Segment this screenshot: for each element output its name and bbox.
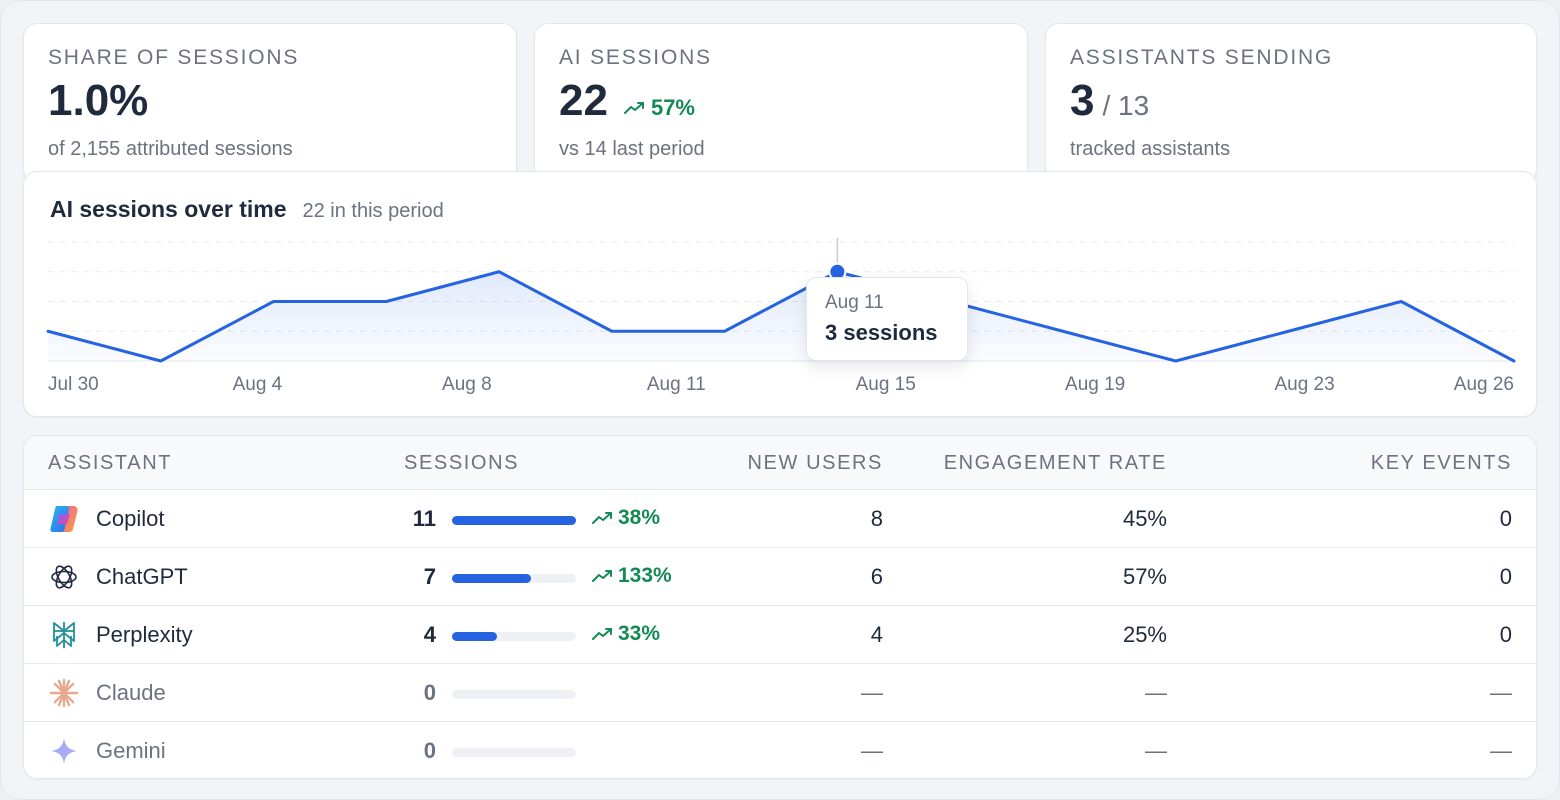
trend-up-badge: 38% (592, 506, 660, 530)
key-events-value: 0 (1499, 622, 1512, 647)
sessions-bar-fill (452, 574, 532, 583)
stat-denominator: / 13 (1102, 90, 1150, 121)
engagement-rate-value: 45% (1122, 506, 1167, 531)
trend-up-badge: 33% (592, 622, 660, 646)
trend-value: 57% (650, 95, 695, 120)
stat-label: SHARE OF SESSIONS (48, 46, 300, 69)
sessions-count: 0 (423, 680, 436, 705)
table-row[interactable]: Gemini 0 — — — (24, 722, 1536, 778)
column-header-new-users[interactable]: NEW USERS (747, 452, 883, 474)
series-line (46, 270, 1516, 363)
column-header-assistant[interactable]: ASSISTANT (48, 452, 173, 474)
trend-value: 133% (618, 564, 672, 587)
new-users-value: — (861, 680, 883, 705)
sessions-count: 11 (412, 506, 436, 531)
new-users-value: — (861, 738, 883, 763)
sessions-bar (452, 574, 576, 583)
assistants-sending-card: ASSISTANTS SENDING 3 / 13 tracked assist… (1045, 23, 1537, 183)
sessions-count: 7 (423, 564, 436, 589)
column-header-key-events[interactable]: KEY EVENTS (1370, 452, 1512, 474)
assistant-name: Perplexity (96, 622, 193, 647)
share-of-sessions-card: SHARE OF SESSIONS 1.0% of 2,155 attribut… (23, 23, 517, 183)
sessions-bar-fill (452, 516, 576, 525)
x-tick-label: Aug 26 (1454, 374, 1514, 395)
trend-value: 38% (618, 506, 661, 529)
trend-up-icon (623, 102, 644, 114)
assistant-name: Claude (96, 680, 166, 705)
perplexity-logo-icon (53, 622, 75, 648)
column-header-sessions[interactable]: SESSIONS (404, 452, 520, 474)
trend-value: 33% (618, 622, 661, 645)
ai-sessions-card: AI SESSIONS 22 57% vs 14 last period (534, 23, 1028, 183)
key-events-value: — (1490, 738, 1512, 763)
stat-subtext: vs 14 last period (559, 138, 705, 160)
x-tick-label: Aug 8 (442, 374, 492, 395)
sessions-bar (452, 748, 576, 757)
new-users-value: 4 (870, 622, 883, 647)
stat-label: ASSISTANTS SENDING (1070, 46, 1334, 69)
trend-up-icon (592, 570, 612, 582)
stat-value: 3 (1070, 76, 1095, 125)
sessions-count: 0 (423, 738, 436, 763)
x-tick-label: Jul 30 (48, 374, 99, 395)
new-users-value: 8 (870, 506, 883, 531)
table-header: ASSISTANT SESSIONS NEW USERS ENGAGEMENT … (24, 436, 1536, 490)
key-events-value: 0 (1499, 506, 1512, 531)
assistant-name: Copilot (96, 506, 165, 531)
engagement-rate-value: — (1145, 738, 1167, 763)
sessions-line-chart[interactable]: Jul 30 Aug 4 Aug 8 Aug 11 Aug 15 Aug 19 Aug 23… (24, 172, 1538, 418)
table-row[interactable]: Copilot 11 38% 8 45% 0 (24, 490, 1536, 548)
stat-label: AI SESSIONS (559, 46, 712, 69)
trend-up-icon (592, 628, 612, 640)
sessions-bar (452, 632, 576, 641)
sessions-bar (452, 516, 576, 525)
x-tick-label: Aug 19 (1065, 374, 1125, 395)
sessions-chart-card: AI sessions over time 22 in this period … (23, 171, 1537, 417)
engagement-rate-value: 25% (1122, 622, 1167, 647)
engagement-rate-value: 57% (1122, 564, 1167, 589)
copilot-logo-icon (50, 506, 78, 532)
key-events-value: — (1490, 680, 1512, 705)
chatgpt-logo-icon (51, 565, 77, 589)
sessions-bar (452, 690, 576, 699)
sessions-count: 4 (423, 622, 436, 647)
assistant-name: ChatGPT (96, 564, 188, 589)
assistant-name: Gemini (96, 738, 166, 763)
stat-subtext: tracked assistants (1070, 138, 1231, 160)
key-events-value: 0 (1499, 564, 1512, 589)
sessions-bar-fill (452, 632, 497, 641)
stat-value: 22 (559, 76, 608, 125)
trend-up-badge: 133% (592, 564, 672, 588)
tooltip-date: Aug 11 (825, 292, 884, 313)
claude-logo-icon (49, 678, 79, 708)
stat-value: 1.0% (48, 76, 149, 125)
x-tick-label: Aug 11 (647, 374, 706, 395)
chart-title: AI sessions over time (50, 196, 287, 222)
chart-tooltip: Aug 11 3 sessions (806, 277, 968, 361)
gemini-logo-icon (51, 738, 77, 764)
chart-subtitle: 22 in this period (302, 200, 444, 222)
table-row[interactable]: ChatGPT 7 133% 6 57% 0 (24, 548, 1536, 606)
new-users-value: 6 (870, 564, 883, 589)
assistants-table: ASSISTANT SESSIONS NEW USERS ENGAGEMENT … (23, 435, 1537, 779)
x-tick-label: Aug 15 (856, 374, 916, 395)
stat-subtext: of 2,155 attributed sessions (48, 138, 293, 160)
x-tick-label: Aug 4 (233, 374, 283, 395)
tooltip-value: 3 sessions (825, 320, 938, 345)
x-tick-label: Aug 23 (1274, 374, 1334, 395)
table-row[interactable]: Perplexity 4 33% 4 25% 0 (24, 606, 1536, 664)
series-area (48, 271, 1514, 361)
column-header-engagement-rate[interactable]: ENGAGEMENT RATE (943, 452, 1167, 474)
engagement-rate-value: — (1145, 680, 1167, 705)
table-row[interactable]: Claude 0 — — — (24, 664, 1536, 722)
trend-up-icon (592, 512, 612, 524)
trend-up-badge: 57% (623, 95, 695, 121)
